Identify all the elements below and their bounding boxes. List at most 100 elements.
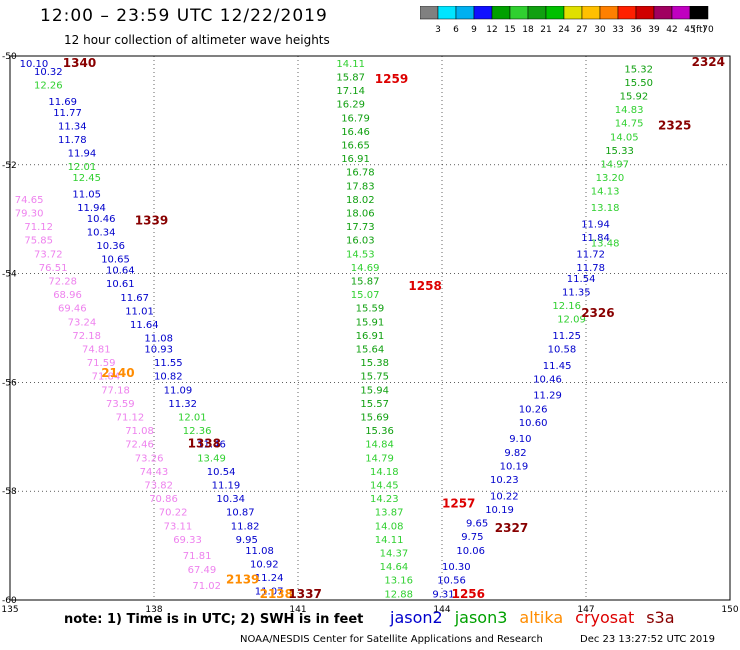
satellite-legend: jason2 jason3 altika cryosat s3a — [390, 608, 687, 627]
track-time-label: 1258 — [408, 279, 441, 293]
wave-height-label: 15.92 — [620, 92, 649, 103]
wave-height-label: 71.81 — [183, 551, 212, 562]
wave-height-label: 16.29 — [336, 100, 365, 111]
wave-height-label: 14.75 — [615, 119, 644, 130]
color-scale-tick: 42 — [666, 25, 677, 35]
wave-height-label: 10.87 — [226, 508, 255, 519]
wave-height-label: 15.36 — [365, 426, 394, 437]
wave-height-label: 11.45 — [543, 361, 572, 372]
wave-height-label: 11.08 — [245, 546, 274, 557]
wave-height-label: 16.03 — [346, 236, 375, 247]
wave-height-label: 10.92 — [250, 559, 279, 570]
track-time-label: 1338 — [188, 437, 221, 451]
wave-height-label: 9.82 — [504, 448, 526, 459]
wave-height-label: 11.19 — [212, 480, 241, 491]
wave-height-label: 10.06 — [456, 546, 485, 557]
wave-height-label: 77.18 — [101, 385, 130, 396]
wave-height-label: 72.46 — [125, 440, 154, 451]
wave-height-label: 10.34 — [87, 228, 116, 239]
wave-height-label: 14.79 — [365, 453, 394, 464]
track-time-label: 2139 — [226, 573, 259, 587]
wave-height-label: 9.75 — [461, 532, 483, 543]
wave-height-label: 11.07 — [255, 587, 284, 598]
wave-height-label: 17.73 — [346, 222, 375, 233]
wave-height-label: 10.56 — [437, 576, 466, 587]
wave-height-label: 72.18 — [72, 331, 101, 342]
units-note: note: 1) Time is in UTC; 2) SWH is in fe… — [64, 612, 364, 627]
wave-height-label: 16.46 — [341, 127, 370, 138]
color-scale-tick: 15 — [504, 25, 515, 35]
color-scale-tick: 18 — [522, 25, 534, 35]
wave-height-label: 11.64 — [130, 320, 159, 331]
y-tick-label: -50 — [2, 52, 17, 62]
wave-height-label: 71.84 — [92, 372, 121, 383]
wave-height-label: 73.24 — [68, 317, 97, 328]
wave-height-label: 15.38 — [360, 358, 389, 369]
wave-height-label: 71.02 — [192, 581, 221, 592]
wave-height-label: 11.54 — [567, 274, 596, 285]
track-time-label: 1257 — [442, 497, 475, 511]
color-scale-tick: 12 — [486, 25, 497, 35]
wave-height-label: 12.88 — [384, 589, 413, 600]
wave-height-label: 74.43 — [140, 467, 169, 478]
wave-height-label: 67.49 — [188, 565, 217, 576]
wave-height-label: 16.91 — [341, 154, 370, 165]
wave-height-label: 14.23 — [370, 494, 399, 505]
wave-height-label: 15.07 — [351, 290, 380, 301]
track-time-label: 1340 — [63, 56, 96, 70]
track-time-label: 1259 — [375, 72, 408, 86]
wave-height-label: 13.49 — [197, 453, 226, 464]
wave-height-label: 10.30 — [442, 562, 471, 573]
wave-height-label: 11.24 — [255, 573, 284, 584]
wave-height-label: 71.59 — [87, 358, 116, 369]
wave-height-label: 10.26 — [519, 404, 548, 415]
track-time-label: 2138 — [260, 587, 293, 601]
wave-height-label: 11.94 — [581, 219, 610, 230]
wave-height-label: 11.67 — [120, 293, 149, 304]
wave-height-label: 79.30 — [15, 208, 44, 219]
color-scale-tick: 30 — [594, 25, 606, 35]
wave-height-label: 11.78 — [58, 135, 87, 146]
wave-height-label: 13.48 — [591, 238, 620, 249]
wave-height-label: 76.51 — [39, 263, 68, 274]
legend-item-altika: altika — [519, 608, 564, 627]
wave-height-label: 11.82 — [231, 521, 260, 532]
wave-height-label: 14.11 — [375, 535, 404, 546]
wave-height-label: 73.72 — [34, 249, 63, 260]
x-tick-label: 144 — [433, 605, 450, 615]
chart-subtitle: 12 hour collection of altimeter wave hei… — [64, 33, 330, 47]
wave-height-label: 15.91 — [356, 317, 385, 328]
wave-height-label: 16.65 — [341, 140, 370, 151]
wave-height-label: 70.86 — [149, 494, 178, 505]
wave-height-label: 10.61 — [106, 279, 135, 290]
wave-height-label: 74.81 — [82, 344, 111, 355]
wave-height-label: 10.46 — [533, 374, 562, 385]
color-scale-tick: 9 — [471, 25, 477, 35]
wave-height-label: 14.08 — [375, 521, 404, 532]
wave-height-label: 11.84 — [581, 233, 610, 244]
wave-height-label: 15.94 — [360, 385, 389, 396]
wave-height-label: 75.85 — [24, 236, 53, 247]
color-scale-tick: 70 — [702, 25, 714, 35]
track-time-label: 2324 — [692, 55, 725, 69]
color-scale-tick: 33 — [612, 25, 623, 35]
wave-height-label: 13.18 — [591, 203, 620, 214]
wave-height-label: 10.10 — [20, 59, 49, 70]
wave-height-label: 14.64 — [380, 562, 409, 573]
wave-height-label: 71.12 — [24, 222, 53, 233]
wave-height-label: 12.36 — [183, 426, 212, 437]
chart-title: 12:00 – 23:59 UTC 12/22/2019 — [40, 6, 328, 26]
color-scale-bar: 3 6 9 12 15 18 21 24 27 30 33 36 39 42 45 70(ft) — [420, 6, 714, 35]
color-scale-swatch — [689, 6, 709, 20]
wave-height-label: 11.29 — [533, 391, 562, 402]
wave-height-label: 11.72 — [576, 249, 605, 260]
wave-height-label: 11.69 — [48, 97, 77, 108]
wave-height-label: 11.09 — [164, 385, 193, 396]
legend-item-s3a: s3a — [646, 608, 675, 627]
wave-height-label: 10.19 — [500, 461, 529, 472]
color-scale-tick: 24 — [558, 25, 570, 35]
wave-height-label: 10.58 — [548, 344, 577, 355]
wave-height-label: 16.79 — [341, 113, 370, 124]
wave-height-label: 11.78 — [576, 263, 605, 274]
